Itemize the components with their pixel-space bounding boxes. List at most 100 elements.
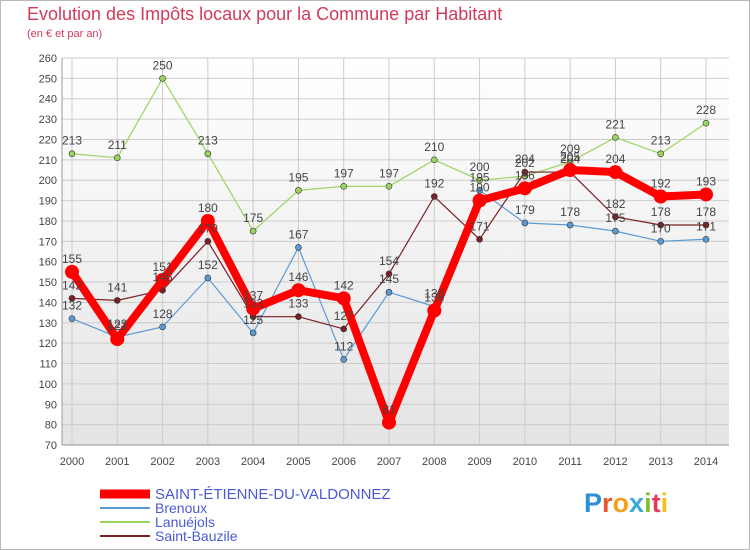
data-label: 192 [651,177,671,191]
data-label: 170 [651,221,671,235]
y-tick-label: 240 [39,94,57,106]
y-tick-label: 80 [45,420,57,432]
y-tick-label: 260 [39,53,57,65]
data-point [608,165,623,180]
chart-subtitle: (en € et par an) [27,28,103,40]
data-label: 213 [651,134,671,148]
data-point [657,221,665,229]
data-point [204,238,212,245]
data-label: 197 [334,166,354,180]
data-point [385,183,393,190]
data-label: 146 [153,270,173,284]
data-point [653,189,668,204]
data-label: 125 [243,313,263,327]
data-point [249,227,257,235]
data-label: 167 [288,227,308,241]
data-label: 210 [424,140,444,154]
data-point [430,193,438,200]
data-point [702,119,710,127]
y-tick-label: 200 [39,175,57,187]
data-label: 154 [379,254,399,268]
data-point [612,227,619,235]
data-label: 204 [515,152,535,166]
chart-title: Evolution des Impôts locaux pour la Comm… [27,4,503,24]
data-point [702,221,710,229]
y-tick-label: 210 [39,155,57,167]
y-tick-label: 220 [39,134,57,146]
x-tick-labels: 2000 2001 2002 2003 2004 2005 2006 2007 2008 2009… [60,456,718,468]
data-label: 128 [153,307,173,321]
x-tick-label: 2011 [558,456,582,468]
data-point [204,274,212,282]
y-tick-label: 250 [39,73,57,85]
legend-label: Brenoux [155,500,207,516]
data-label: 142 [334,278,354,292]
data-point [427,303,442,318]
data-label: 179 [515,203,535,217]
data-point [200,213,215,228]
y-tick-label: 150 [39,277,57,289]
logo-letter: i [644,488,652,518]
data-point [68,150,76,158]
data-label: 228 [696,103,716,117]
y-tick-label: 180 [39,216,57,228]
data-point [521,168,529,176]
data-label: 142 [62,278,82,292]
legend-label: SAINT-ÉTIENNE-DU-VALDONNEZ [155,486,391,503]
data-label: 205 [560,150,580,164]
data-label: 195 [288,170,308,184]
y-tick-label: 70 [45,440,57,452]
data-point [476,176,483,184]
data-label: 127 [334,309,354,323]
x-tick-label: 2002 [150,456,174,468]
y-tick-label: 100 [39,379,57,391]
data-label: 141 [107,280,127,294]
grid-lines [62,57,729,446]
x-tick-label: 2005 [286,456,310,468]
x-tick-label: 2001 [105,456,129,468]
y-tick-label: 190 [39,196,57,208]
y-tick-label: 90 [45,399,57,411]
data-point [385,270,393,278]
data-label: 81 [382,403,396,417]
data-label: 112 [334,339,353,353]
data-point [155,273,170,288]
data-label: 171 [470,219,490,233]
axes [61,58,729,446]
data-point [68,315,76,323]
data-point [657,238,665,245]
x-tick-label: 2006 [331,456,355,468]
data-label: 193 [696,174,716,188]
data-label: 211 [108,138,127,152]
data-label: 221 [605,117,625,131]
logo-letter: o [612,488,630,518]
x-tick-label: 2012 [603,456,627,468]
data-point [612,213,619,221]
data-label: 175 [605,211,625,225]
data-label: 151 [153,260,173,274]
data-label: 178 [651,205,671,219]
data-point [517,181,532,196]
x-tick-label: 2014 [694,456,718,468]
x-tick-label: 2010 [513,456,537,468]
data-label: 250 [153,58,173,72]
series-lines [65,75,713,430]
y-tick-label: 120 [39,338,57,350]
data-point [68,295,76,302]
data-label: 204 [560,152,580,166]
data-label: 152 [198,258,218,272]
logo-letter: i [660,488,669,518]
data-label: 123 [107,317,127,331]
data-label: 178 [696,205,716,219]
data-label: 192 [424,177,444,191]
data-point [113,154,121,162]
y-tick-label: 160 [39,257,57,269]
data-label: 209 [560,142,580,156]
data-label: 204 [605,152,625,166]
data-label: 155 [62,252,82,266]
data-point [340,183,348,190]
data-point [295,313,302,320]
x-tick-label: 2007 [377,456,401,468]
x-tick-label: 2008 [422,456,446,468]
